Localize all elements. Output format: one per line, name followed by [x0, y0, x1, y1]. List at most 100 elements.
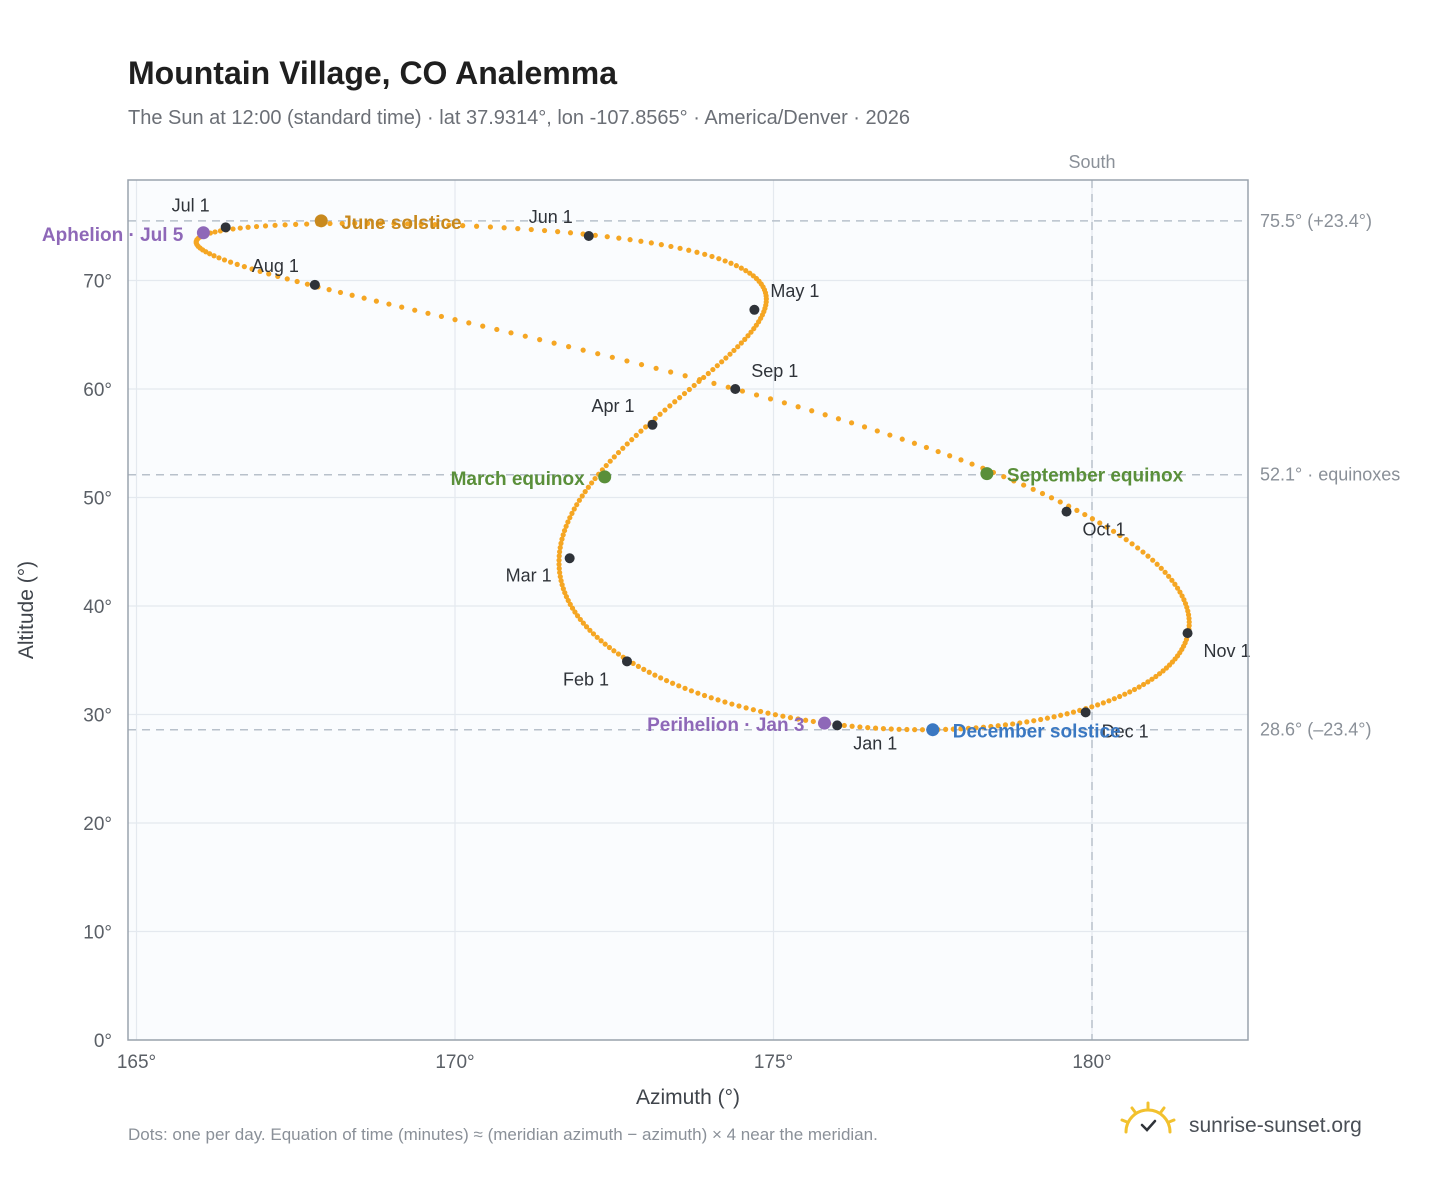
- daily-sun-dot: [234, 261, 240, 267]
- daily-sun-dot: [528, 226, 534, 233]
- daily-sun-dot: [585, 484, 591, 490]
- daily-sun-dot: [803, 717, 809, 723]
- month-label: Dec 1: [1102, 721, 1149, 741]
- sun-icon: [1120, 1101, 1176, 1134]
- daily-sun-dot: [943, 726, 949, 732]
- daily-sun-dot: [849, 723, 855, 729]
- daily-sun-dot: [652, 415, 658, 422]
- daily-sun-dot: [1048, 495, 1055, 501]
- daily-sun-dot: [373, 298, 379, 304]
- brand-logo[interactable]: sunrise-sunset.org: [1120, 1101, 1362, 1137]
- daily-sun-dot: [923, 444, 930, 451]
- daily-sun-dot: [583, 624, 590, 630]
- daily-sun-dot: [560, 532, 566, 538]
- y-tick-label: 60°: [83, 380, 112, 401]
- daily-sun-dot: [569, 510, 575, 516]
- daily-sun-dot: [541, 227, 548, 234]
- daily-sun-dot: [1039, 490, 1046, 497]
- daily-sun-dot: [560, 586, 566, 592]
- daily-sun-dot: [1149, 676, 1155, 682]
- daily-sun-dot: [339, 220, 345, 227]
- daily-sun-dot: [1089, 516, 1096, 522]
- daily-sun-dot: [1106, 698, 1112, 704]
- y-axis-label: Altitude (°): [15, 561, 38, 659]
- daily-sun-dot: [646, 669, 652, 675]
- daily-sun-dot: [563, 523, 569, 529]
- daily-sun-dot: [487, 224, 494, 230]
- daily-sun-dot: [571, 506, 577, 512]
- daily-sun-dot: [947, 453, 953, 459]
- daily-sun-dot: [950, 726, 956, 732]
- daily-sun-dot: [729, 701, 735, 707]
- daily-sun-dot: [1074, 507, 1080, 513]
- month-marker: [309, 279, 320, 290]
- daily-sun-dot: [391, 221, 397, 227]
- daily-sun-dot: [677, 395, 683, 401]
- daily-sun-dot: [607, 458, 613, 464]
- daily-sun-dot: [641, 666, 647, 672]
- daily-sun-dot: [241, 264, 247, 270]
- daily-sun-dot: [1104, 524, 1110, 530]
- daily-sun-dot: [772, 712, 779, 718]
- daily-sun-dot: [615, 449, 622, 456]
- event-label: September equinox: [1007, 466, 1184, 487]
- daily-sun-dot: [230, 226, 236, 232]
- daily-sun-dot: [841, 722, 847, 729]
- daily-sun-dot: [337, 289, 344, 296]
- daily-sun-dot: [582, 489, 588, 495]
- event-label: Perihelion · Jan 3: [647, 715, 804, 736]
- daily-sun-dot: [653, 365, 659, 371]
- daily-sun-dot: [750, 273, 756, 279]
- daily-sun-dot: [620, 445, 626, 451]
- daily-sun-dot: [872, 725, 879, 731]
- daily-sun-dot: [1160, 668, 1166, 674]
- daily-sun-dot: [1044, 715, 1051, 721]
- daily-sun-dot: [602, 641, 608, 647]
- event-label: Aphelion · Jul 5: [42, 225, 184, 246]
- daily-sun-dot: [557, 549, 563, 555]
- daily-sun-dot: [633, 432, 639, 438]
- daily-sun-dot: [604, 234, 610, 240]
- daily-sun-dot: [567, 601, 573, 607]
- daily-sun-dot: [753, 392, 760, 398]
- daily-sun-dot: [412, 307, 418, 313]
- daily-sun-dot: [809, 408, 815, 414]
- daily-sun-dot: [558, 578, 564, 584]
- daily-sun-dot: [887, 432, 893, 438]
- daily-sun-dot: [1030, 486, 1036, 492]
- daily-sun-dot: [1038, 716, 1044, 723]
- daily-sun-dot: [272, 222, 278, 228]
- daily-sun-dot: [1057, 499, 1063, 505]
- y-tick-label: 70°: [83, 272, 112, 293]
- x-axis-ticks: 165° 170° 175° 180°: [117, 1052, 1112, 1073]
- brand-name: sunrise-sunset.org: [1189, 1114, 1362, 1137]
- month-label: Sep 1: [751, 361, 798, 381]
- daily-sun-dot: [551, 340, 557, 346]
- daily-sun-dot: [710, 366, 716, 373]
- plot-area: [128, 180, 1248, 1040]
- month-marker: [621, 656, 632, 667]
- daily-sun-dot: [691, 382, 697, 389]
- daily-sun-dot: [611, 648, 617, 654]
- daily-sun-dot: [681, 390, 688, 397]
- daily-sun-dot: [686, 247, 692, 253]
- daily-sun-dot: [257, 268, 263, 274]
- daily-sun-dot: [672, 399, 678, 405]
- daily-sun-dot: [835, 416, 842, 422]
- daily-sun-dot: [556, 553, 562, 559]
- y-tick-label: 20°: [83, 814, 112, 835]
- daily-sun-dot: [567, 515, 573, 521]
- daily-sun-dot: [1097, 520, 1103, 526]
- daily-sun-dot: [696, 376, 703, 383]
- daily-sun-dot: [958, 726, 964, 732]
- daily-sun-dot: [611, 454, 617, 460]
- daily-sun-dot: [739, 388, 746, 394]
- daily-sun-dot: [733, 263, 739, 269]
- daily-sun-dot: [708, 695, 714, 701]
- daily-sun-dot: [701, 692, 708, 699]
- month-label: Jan 1: [853, 733, 897, 753]
- daily-sun-dot: [725, 384, 731, 390]
- daily-sun-dot: [1064, 711, 1070, 717]
- daily-sun-dot: [627, 237, 633, 243]
- meridian-label: South: [1068, 152, 1115, 172]
